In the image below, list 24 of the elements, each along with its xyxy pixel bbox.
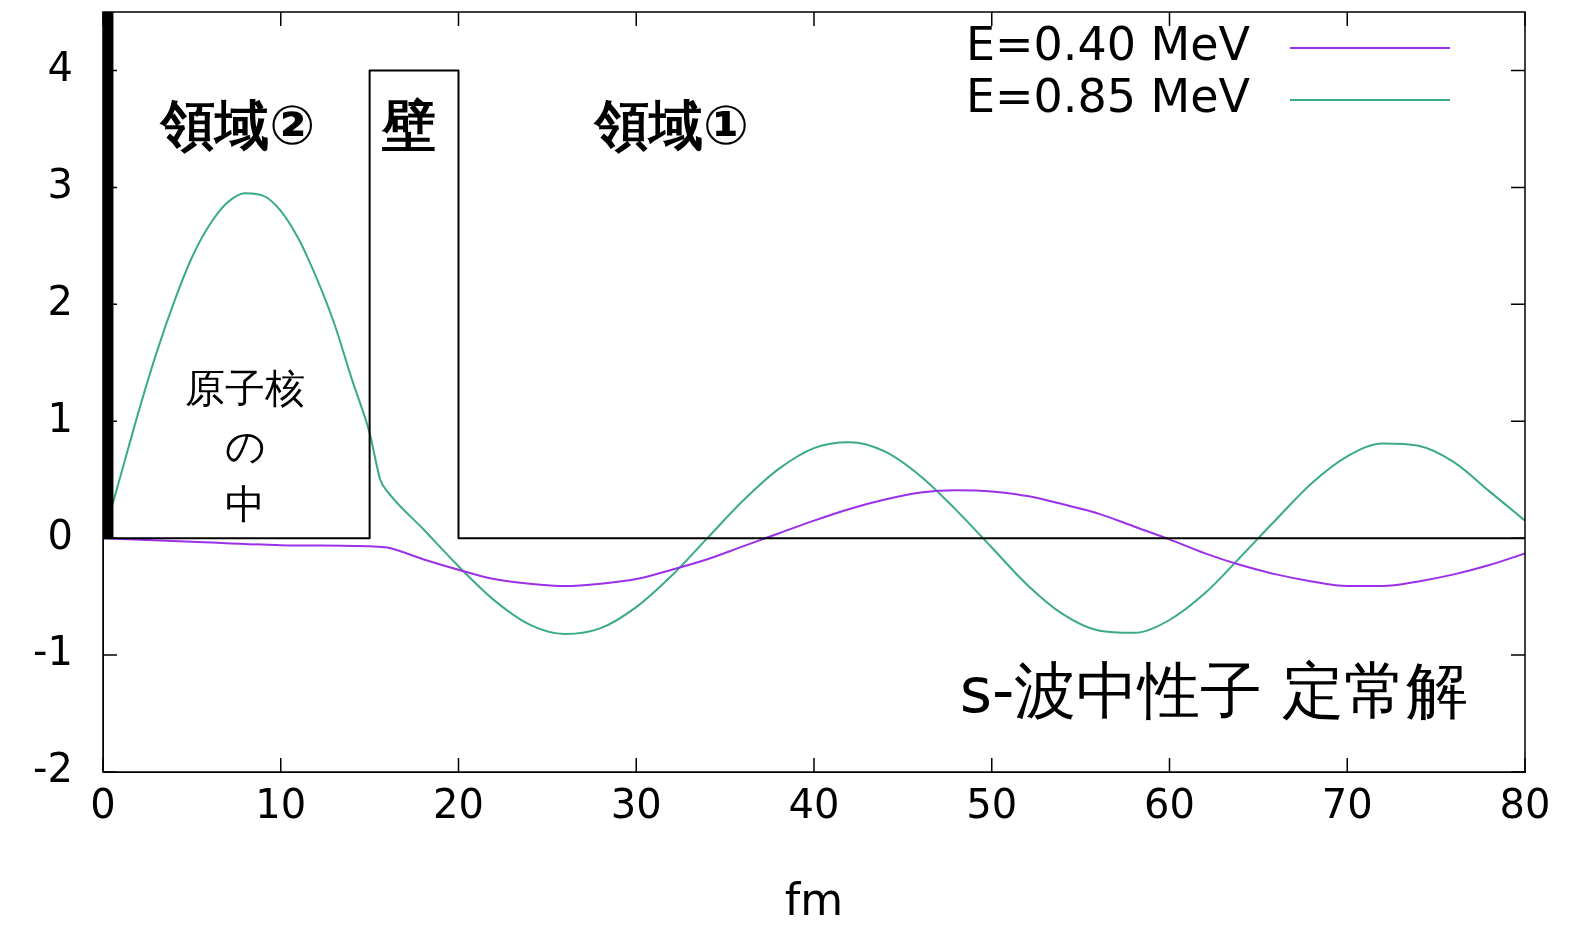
y-tick-label: -1 xyxy=(33,628,73,675)
y-tick-label: -2 xyxy=(33,745,73,792)
x-tick-label: 20 xyxy=(433,781,484,828)
annotation: 領域① xyxy=(592,93,749,157)
x-axis-title: fm xyxy=(784,874,844,926)
x-tick-label: 40 xyxy=(788,781,840,828)
y-tick-label: 0 xyxy=(47,511,73,558)
annotation: 壁 xyxy=(380,93,436,157)
x-tick-label: 60 xyxy=(1144,781,1195,828)
y-tick-label: 2 xyxy=(47,277,73,324)
y-tick-label: 1 xyxy=(47,394,73,441)
annotation: s-波中性子 定常解 xyxy=(959,654,1469,728)
x-tick-label: 50 xyxy=(966,781,1018,828)
legend-label: E=0.40 MeV xyxy=(965,16,1251,71)
annotation: 原子核の中 xyxy=(185,365,306,528)
x-tick-label: 30 xyxy=(610,781,662,828)
x-tick-label: 0 xyxy=(90,781,116,828)
annotation: 領域② xyxy=(159,93,315,157)
y-tick-label: 4 xyxy=(47,43,73,90)
x-tick-label: 80 xyxy=(1499,781,1551,828)
legend-label: E=0.85 MeV xyxy=(965,68,1251,123)
x-tick-label: 10 xyxy=(255,781,307,828)
x-tick-label: 70 xyxy=(1321,781,1373,828)
y-tick-label: 3 xyxy=(47,160,73,207)
